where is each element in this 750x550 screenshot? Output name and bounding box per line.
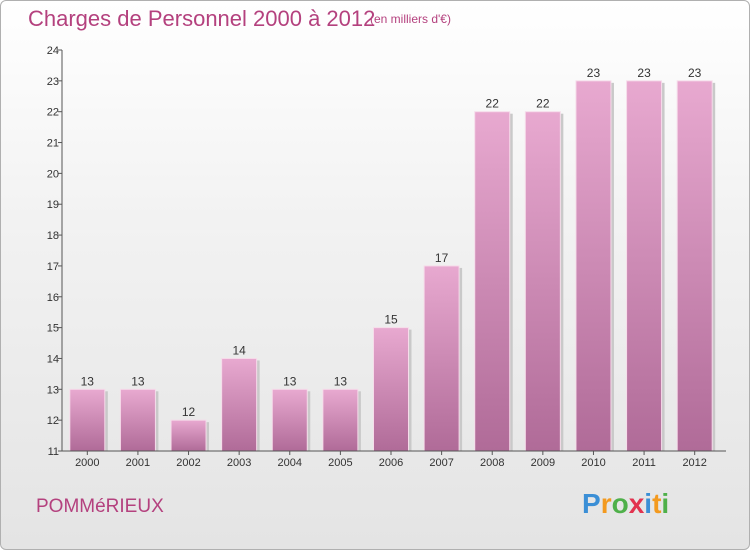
y-tick-label: 16: [47, 292, 59, 304]
bar-value-label: 12: [182, 405, 196, 419]
x-tick-label: 2000: [75, 457, 99, 469]
logo-letter: r: [600, 488, 612, 519]
x-tick-label: 2012: [682, 457, 706, 469]
x-tick-label: 2011: [632, 457, 656, 469]
bar-value-label: 13: [81, 374, 95, 388]
y-tick-label: 24: [47, 45, 59, 57]
chart-title: Charges de Personnel 2000 à 2012: [28, 6, 376, 31]
logo-letter: o: [611, 488, 629, 519]
logo-letter: x: [628, 488, 645, 519]
bar: [170, 419, 207, 452]
bar-value-label: 17: [435, 251, 449, 265]
bar: [626, 80, 663, 452]
proxiti-logo[interactable]: Proxiti: [582, 488, 669, 520]
x-tick-label: 2008: [480, 457, 504, 469]
y-tick-label: 19: [47, 199, 59, 211]
y-tick-label: 20: [47, 168, 59, 180]
logo-letter: i: [661, 488, 670, 519]
bar-value-label: 23: [688, 66, 702, 80]
x-tick-label: 2003: [227, 457, 251, 469]
bar-value-label: 13: [283, 374, 297, 388]
y-tick-label: 12: [47, 415, 59, 427]
x-tick-label: 2005: [328, 457, 352, 469]
bar: [322, 388, 359, 452]
y-tick-label: 13: [47, 384, 59, 396]
x-tick-label: 2002: [176, 457, 200, 469]
bar-value-label: 15: [384, 313, 398, 327]
bar-value-label: 23: [637, 66, 651, 80]
y-tick-label: 18: [47, 230, 59, 242]
y-tick-label: 14: [47, 353, 59, 365]
y-tick-label: 22: [47, 107, 59, 119]
logo-letter: P: [582, 488, 601, 519]
bar-value-label: 13: [334, 374, 348, 388]
bar: [474, 111, 511, 452]
x-tick-label: 2004: [278, 457, 302, 469]
y-tick-label: 21: [47, 138, 59, 150]
x-tick-label: 2006: [379, 457, 403, 469]
bar: [423, 265, 460, 452]
y-tick-label: 17: [47, 261, 59, 273]
bar-value-label: 14: [232, 343, 246, 357]
x-tick-label: 2010: [581, 457, 605, 469]
logo-letter: t: [652, 488, 662, 519]
bar: [524, 111, 561, 452]
bar-value-label: 23: [587, 66, 601, 80]
bar: [575, 80, 612, 452]
x-tick-label: 2009: [531, 457, 555, 469]
y-tick-label: 23: [47, 76, 59, 88]
x-tick-label: 2001: [126, 457, 150, 469]
bar: [221, 357, 258, 452]
bar: [271, 388, 308, 452]
bar: [119, 388, 156, 452]
bar: [69, 388, 106, 452]
chart-subtitle: (en milliers d'€): [370, 12, 451, 26]
bar-value-label: 22: [486, 97, 500, 111]
x-tick-label: 2007: [429, 457, 453, 469]
town-name: POMMéRIEUX: [36, 496, 164, 517]
logo-letter: i: [644, 488, 653, 519]
bar: [373, 327, 409, 452]
y-tick-label: 11: [48, 446, 59, 458]
y-tick-label: 15: [47, 323, 59, 335]
bar-value-label: 22: [536, 97, 550, 111]
bar: [676, 80, 713, 452]
bar-value-label: 13: [131, 374, 145, 388]
